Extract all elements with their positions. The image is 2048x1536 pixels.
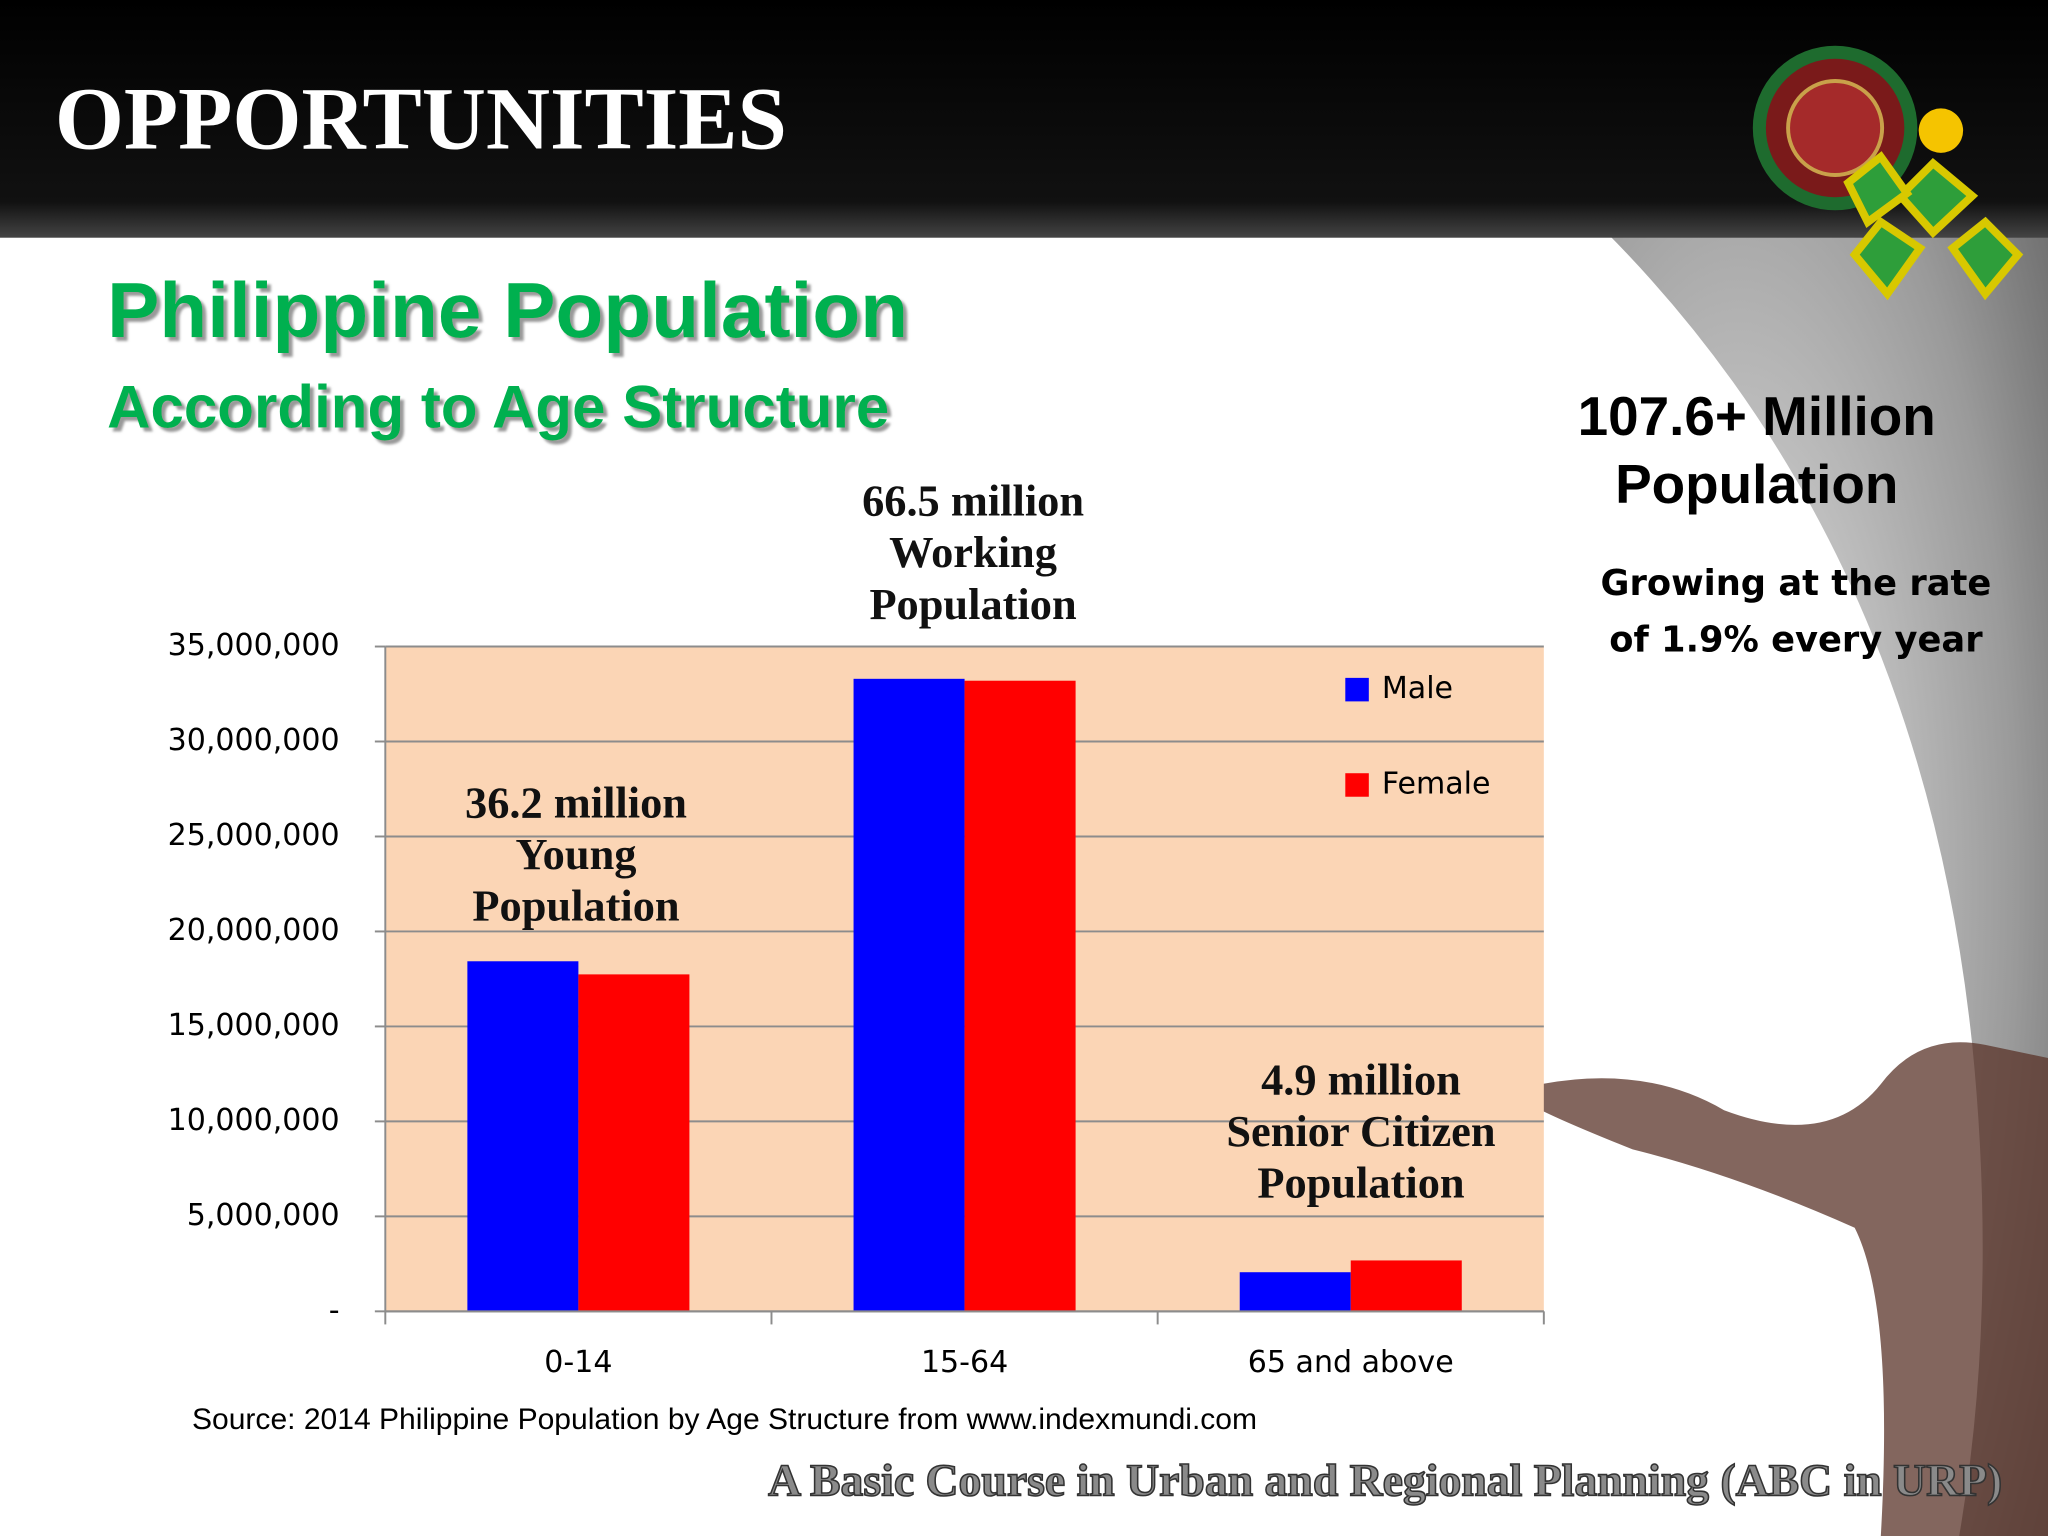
bar xyxy=(853,678,965,1312)
annotation: 36.2 million xyxy=(465,777,687,827)
background-swoosh xyxy=(1606,232,2048,1536)
annotation: Population xyxy=(869,579,1077,629)
y-tick-label: 35,000,000 xyxy=(168,628,340,663)
y-tick-label: 20,000,000 xyxy=(168,913,340,948)
growth-note: of 1.9% every year xyxy=(1609,619,1983,660)
header-bar xyxy=(0,0,2048,238)
y-tick-label: 5,000,000 xyxy=(187,1198,340,1233)
y-tick-label: 10,000,000 xyxy=(168,1103,340,1138)
bar xyxy=(578,974,690,1312)
growth-note: Growing at the rate xyxy=(1601,563,1992,604)
annotation: Population xyxy=(1257,1157,1465,1207)
source-note: Source: 2014 Philippine Population by Ag… xyxy=(192,1403,1257,1436)
chart: - 5,000,000 10,000,000 15,000,000 20,000,000… xyxy=(168,476,1545,1380)
y-tick-label: 25,000,000 xyxy=(168,818,340,853)
legend-label: Female xyxy=(1382,766,1491,801)
legend-swatch xyxy=(1345,773,1369,797)
bar xyxy=(1239,1272,1351,1312)
x-tick-label: 65 and above xyxy=(1248,1345,1454,1380)
annotation: 66.5 million xyxy=(862,476,1084,526)
annotation: Senior Citizen xyxy=(1226,1106,1496,1156)
background-silhouette xyxy=(1541,1042,2048,1536)
legend-label: Male xyxy=(1382,671,1453,706)
annotation: Young xyxy=(516,829,637,879)
x-tick-label: 0-14 xyxy=(544,1345,612,1380)
highlight-line: Population xyxy=(1615,453,1898,515)
x-tick-label: 15-64 xyxy=(921,1345,1008,1380)
y-tick-label: - xyxy=(329,1293,340,1328)
logo xyxy=(1752,45,2024,301)
y-tick-label: 30,000,000 xyxy=(168,723,340,758)
annotation: 4.9 million xyxy=(1261,1054,1461,1104)
y-tick-label: 15,000,000 xyxy=(168,1008,340,1043)
bar xyxy=(467,961,579,1312)
slide-subtitle: According to Age Structure xyxy=(107,373,889,440)
header-title: OPPORTUNITIES xyxy=(55,70,787,168)
footer: A Basic Course in Urban and Regional Pla… xyxy=(768,1455,2002,1506)
annotation: Working xyxy=(889,527,1057,577)
highlight-line: 107.6+ Million xyxy=(1578,385,1936,447)
bar xyxy=(964,680,1076,1312)
slide-title: Philippine Population xyxy=(107,266,908,354)
legend-swatch xyxy=(1345,677,1369,702)
annotation: Population xyxy=(472,881,680,931)
bar xyxy=(1350,1260,1462,1312)
